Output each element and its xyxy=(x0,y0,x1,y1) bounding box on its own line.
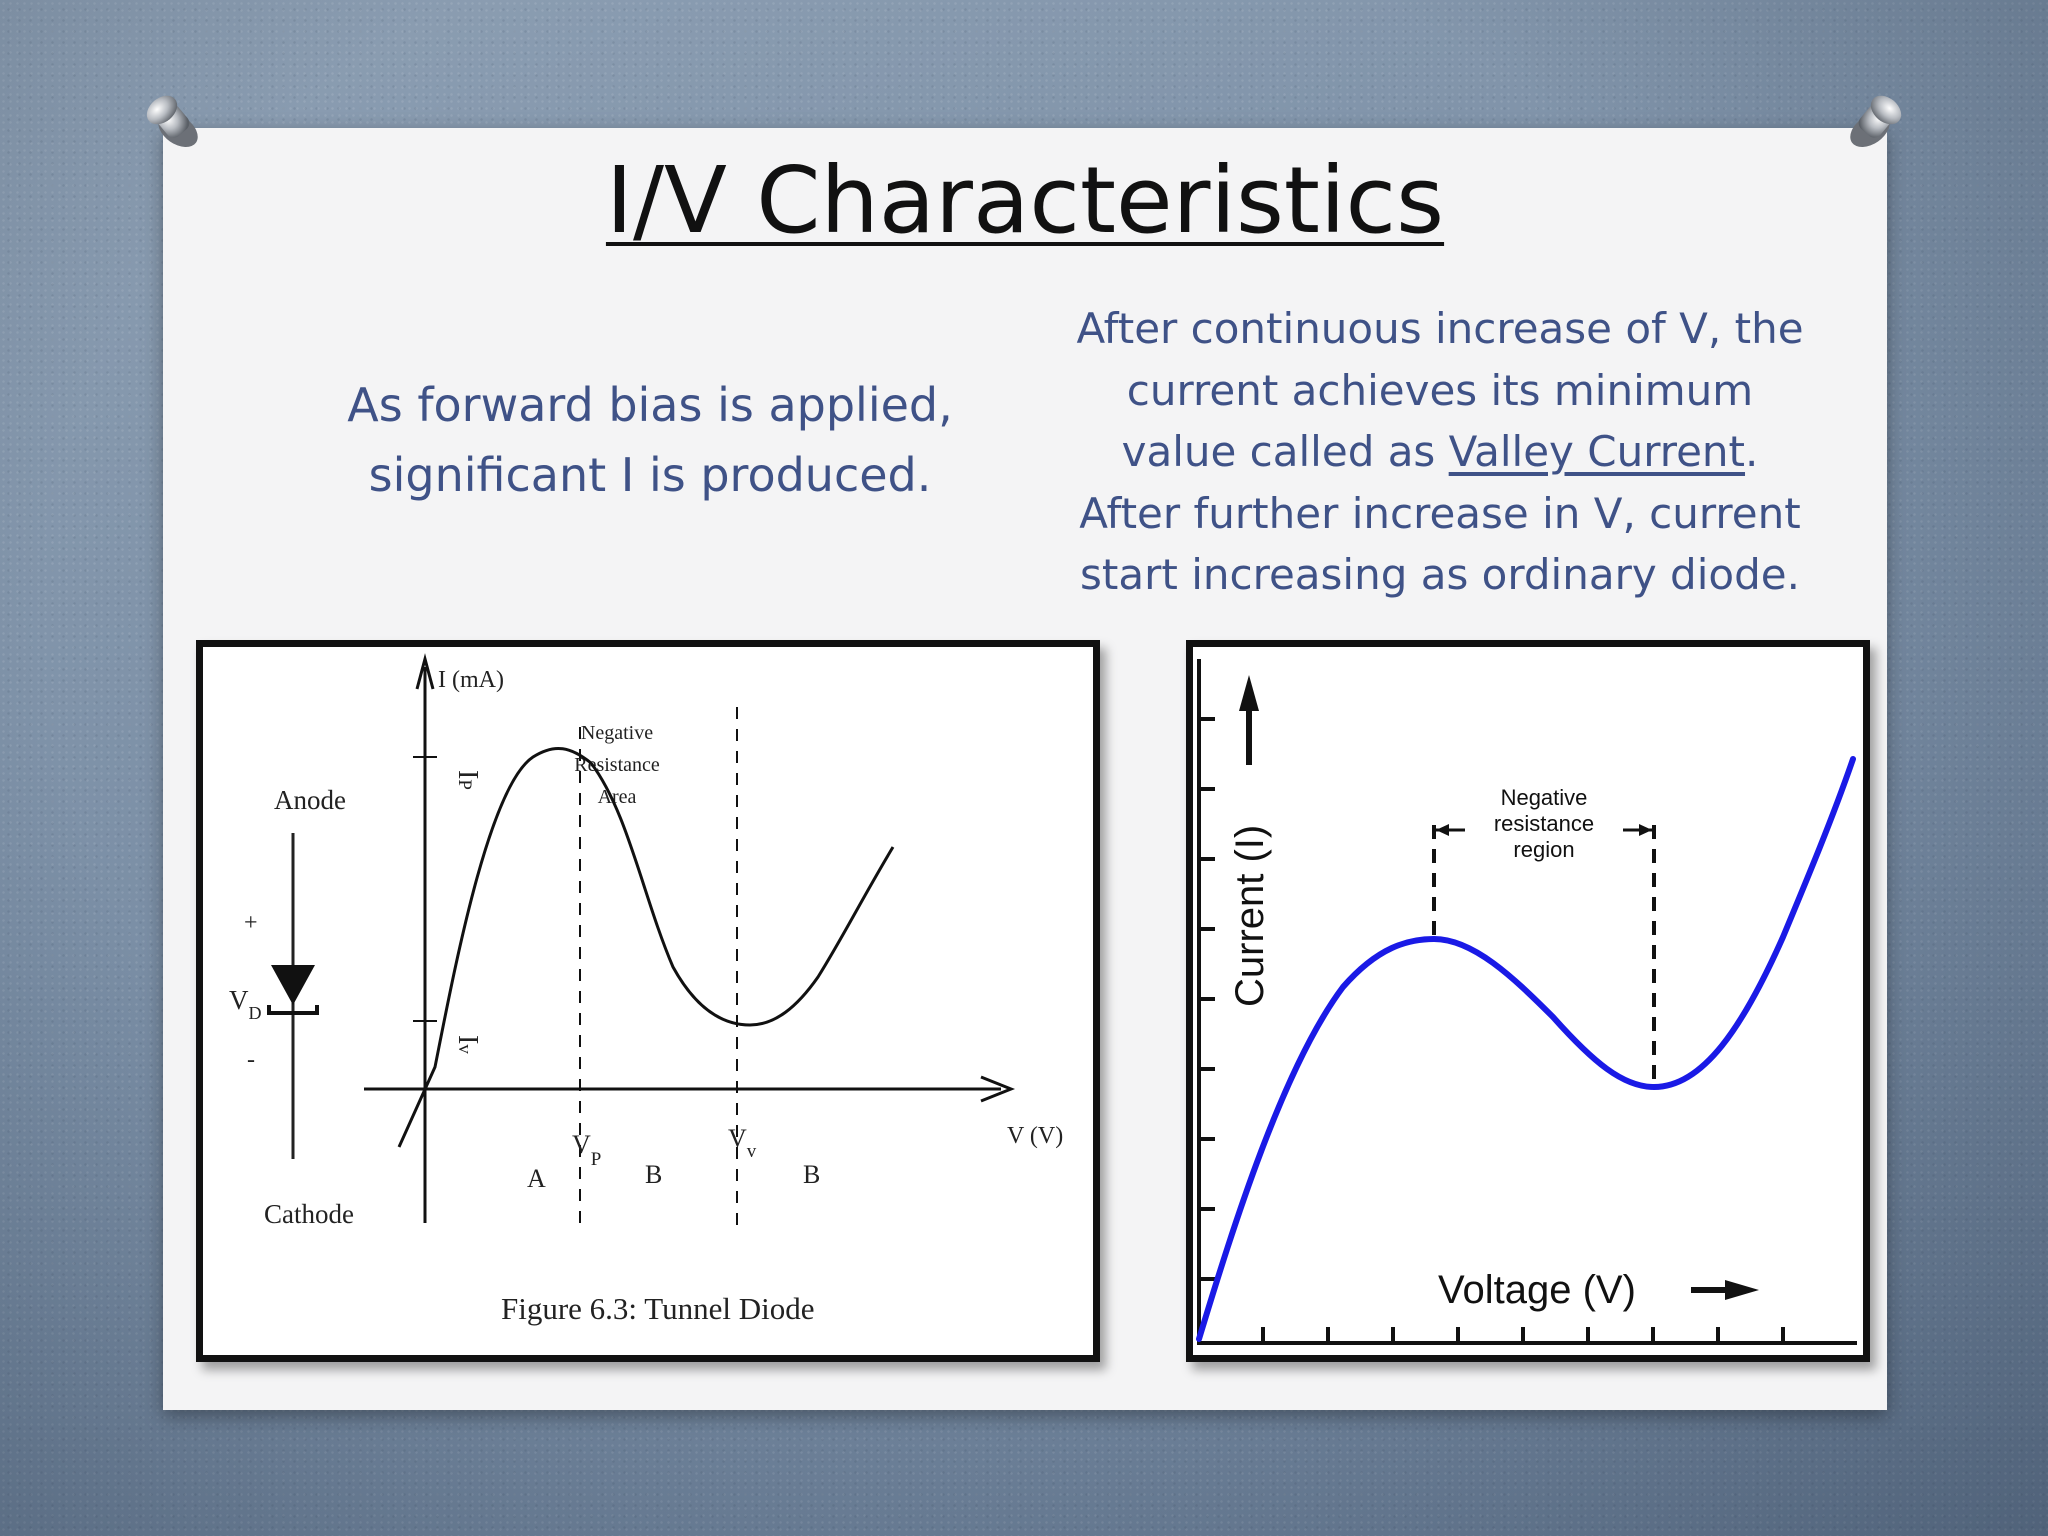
right-text-line: After further increase in V, current xyxy=(1079,488,1801,538)
x-axis-label: V (V) xyxy=(1007,1123,1063,1149)
negative-resistance-graph: Current (I) Voltage (V) Negative resistan… xyxy=(1196,659,1857,1345)
slide-title: I/V Characteristics xyxy=(605,147,1445,254)
region-b-label: B xyxy=(803,1160,820,1189)
thumbtack-pin-right-icon xyxy=(1850,95,1902,148)
current-voltage-curve xyxy=(1196,756,1856,1342)
right-text-line: start increasing as ordinary diode. xyxy=(1080,550,1800,599)
x-axis-ticks xyxy=(1261,1327,1785,1343)
y-axis-label: Current (I) xyxy=(1228,825,1272,1007)
left-text-block: As forward bias is applied, significant … xyxy=(300,370,1000,510)
tunnel-diode-diagram: Anode + - VD Cathode I (mA) V (V) IP Iv … xyxy=(229,653,1063,1326)
right-text-line: current achieves its minimum xyxy=(1126,365,1754,415)
vd-label: VD xyxy=(229,985,262,1023)
iv-label: Iv xyxy=(452,1035,483,1054)
right-text-line: value called as Valley Current. xyxy=(1121,427,1759,476)
tunnel-diode-figure: Anode + - VD Cathode I (mA) V (V) IP Iv … xyxy=(196,640,1100,1362)
vp-label: VP xyxy=(572,1130,601,1170)
anode-label: Anode xyxy=(274,785,346,815)
y-axis-arrow-icon xyxy=(1239,675,1259,711)
minus-sign: - xyxy=(247,1047,255,1073)
plus-sign: + xyxy=(244,910,258,936)
figure-caption: Figure 6.3: Tunnel Diode xyxy=(501,1291,814,1326)
ip-label: IP xyxy=(452,770,483,790)
right-text-line: After continuous increase of V, the xyxy=(1076,304,1804,353)
left-text-line: As forward bias is applied, xyxy=(347,378,953,432)
diode-triangle-icon xyxy=(271,965,315,1005)
y-axis-arrow-icon xyxy=(415,653,435,690)
thumbtack-pin-left-icon xyxy=(146,95,198,148)
x-axis-label: Voltage (V) xyxy=(1438,1268,1636,1312)
valley-current-term: Valley Current xyxy=(1448,427,1746,476)
negative-resistance-figure: Current (I) Voltage (V) Negative resistan… xyxy=(1186,640,1870,1362)
x-axis-arrow-icon xyxy=(1725,1280,1759,1300)
negative-resistance-region-label: Negative resistance region xyxy=(1494,785,1594,862)
diode-bar-icon xyxy=(267,1005,319,1015)
region-arrow-left-icon xyxy=(1436,824,1449,836)
y-axis-label: I (mA) xyxy=(438,667,504,693)
x-axis-arrow-icon xyxy=(980,1075,1016,1103)
region-arrow-right-icon xyxy=(1639,824,1652,836)
right-text-block: After continuous increase of V, the curr… xyxy=(1050,298,1830,606)
left-text-line: significant I is produced. xyxy=(368,448,932,502)
region-b-label: B xyxy=(645,1160,662,1189)
region-a-label: A xyxy=(527,1164,546,1193)
cathode-label: Cathode xyxy=(264,1199,354,1229)
y-axis-ticks xyxy=(1199,717,1215,1281)
tunnel-diode-iv-curve xyxy=(397,746,895,1148)
vv-label: Vv xyxy=(728,1124,757,1162)
negative-resistance-label: Negative Resistance Area xyxy=(574,722,660,808)
